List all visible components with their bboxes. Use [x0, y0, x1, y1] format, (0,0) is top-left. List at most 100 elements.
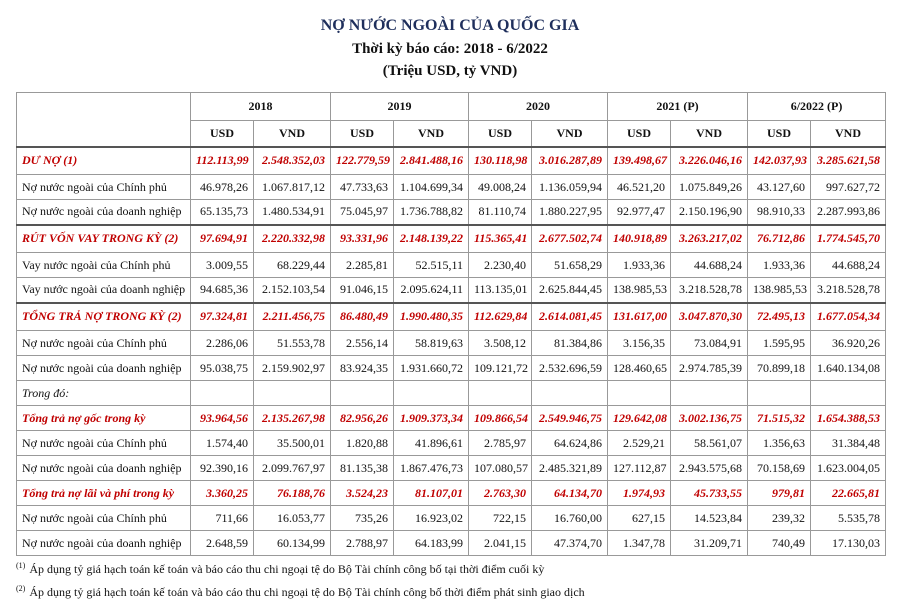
row-label: Nợ nước ngoài của doanh nghiệp — [16, 199, 191, 225]
row-label: Nợ nước ngoài của doanh nghiệp — [16, 530, 191, 556]
value-cell: 112.629,84 — [468, 301, 532, 331]
header-row: 2018 2019 2020 2021 (P) 6/2022 (P) — [16, 92, 887, 147]
value-cell: 17.130,03 — [810, 530, 887, 556]
value-cell: 52.515,11 — [393, 252, 469, 278]
row-label: RÚT VỐN VAY TRONG KỲ (2) — [16, 223, 191, 253]
unit-header: USD — [190, 120, 254, 147]
value-cell: 3.002.136,75 — [669, 405, 749, 431]
value-cell: 2.677.502,74 — [531, 223, 608, 253]
value-cell: 140.918,89 — [607, 223, 671, 253]
title: NỢ NƯỚC NGOÀI CỦA QUỐC GIA — [320, 17, 580, 34]
table-row: TỔNG TRẢ NỢ TRONG KỲ (2) 97.324,81 2.211.4… — [16, 301, 887, 331]
value-cell: 47.733,63 — [330, 174, 394, 200]
value-cell: 127.112,87 — [607, 455, 671, 481]
table-row: Nợ nước ngoài của doanh nghiệp 65.135,73 1… — [16, 199, 887, 225]
value-cell: 31.384,48 — [810, 430, 887, 456]
value-cell: 2.943.575,68 — [669, 455, 749, 481]
value-cell: 1.990.480,35 — [393, 301, 469, 331]
value-cell: 3.263.217,02 — [669, 223, 749, 253]
value-cell: 2.152.103,54 — [253, 277, 331, 303]
value-cell: 97.694,91 — [190, 223, 254, 253]
value-cell: 1.623.004,05 — [810, 455, 887, 481]
value-cell: 131.617,00 — [607, 301, 671, 331]
value-cell: 1.774.545,70 — [810, 223, 887, 253]
subtitle: Thời kỳ báo cáo: 2018 - 6/2022 — [352, 41, 548, 57]
value-cell: 1.867.476,73 — [393, 455, 469, 481]
value-cell: 997.627,72 — [810, 174, 887, 200]
row-label: Nợ nước ngoài của doanh nghiệp — [16, 355, 191, 381]
value-cell: 2.974.785,39 — [669, 355, 749, 381]
value-cell: 2.159.902,97 — [253, 355, 331, 381]
footnote-text: Áp dụng tỷ giá hạch toán kế toán và báo … — [29, 585, 585, 599]
value-cell: 14.523,84 — [669, 505, 749, 531]
value-cell: 2.763,30 — [468, 480, 532, 506]
value-cell — [330, 380, 394, 406]
value-cell: 91.046,15 — [330, 277, 394, 303]
value-cell: 2.485.321,89 — [531, 455, 608, 481]
row-label: Vay nước ngoài của Chính phủ — [16, 252, 191, 278]
value-cell: 1.480.534,91 — [253, 199, 331, 225]
value-cell: 3.016.287,89 — [531, 145, 608, 175]
table-row: Nợ nước ngoài của Chính phủ 711,66 16.053,… — [16, 505, 887, 531]
value-cell: 1.067.817,12 — [253, 174, 331, 200]
value-cell: 81.107,01 — [393, 480, 469, 506]
value-cell: 711,66 — [190, 505, 254, 531]
value-cell: 1.974,93 — [607, 480, 671, 506]
value-cell: 2.549.946,75 — [531, 405, 608, 431]
value-cell: 44.688,24 — [810, 252, 887, 278]
value-cell: 2.135.267,98 — [253, 405, 331, 431]
footnote-marker: (2) — [16, 584, 26, 593]
value-cell: 86.480,49 — [330, 301, 394, 331]
value-cell: 3.508,12 — [468, 330, 532, 356]
row-label: TỔNG TRẢ NỢ TRONG KỲ (2) — [16, 301, 191, 331]
value-cell: 22.665,81 — [810, 480, 887, 506]
value-cell — [393, 380, 469, 406]
period-header: 6/2022 (P) — [747, 92, 887, 121]
row-label: Nợ nước ngoài của Chính phủ — [16, 505, 191, 531]
value-cell: 2.529,21 — [607, 430, 671, 456]
value-cell: 47.374,70 — [531, 530, 608, 556]
value-cell: 5.535,78 — [810, 505, 887, 531]
value-cell: 71.515,32 — [747, 405, 812, 431]
value-cell: 3.226.046,16 — [669, 145, 749, 175]
value-cell: 109.866,54 — [468, 405, 532, 431]
unit: (Triệu USD, tỷ VND) — [382, 63, 518, 79]
row-label: Nợ nước ngoài của doanh nghiệp — [16, 455, 191, 481]
value-cell: 1.595,95 — [747, 330, 812, 356]
value-cell: 81.135,38 — [330, 455, 394, 481]
value-cell: 1.104.699,34 — [393, 174, 469, 200]
value-cell: 82.956,26 — [330, 405, 394, 431]
value-cell: 2.287.993,86 — [810, 199, 887, 225]
value-cell: 81.384,86 — [531, 330, 608, 356]
value-cell: 138.985,53 — [747, 277, 812, 303]
corner-cell — [16, 92, 191, 147]
unit-header: VND — [393, 120, 469, 147]
period-header: 2018 — [190, 92, 331, 121]
period-header: 2020 — [468, 92, 608, 121]
row-label: Vay nước ngoài của doanh nghiệp — [16, 277, 191, 303]
value-cell: 31.209,71 — [669, 530, 749, 556]
table-row: Vay nước ngoài của Chính phủ 3.009,55 68.2… — [16, 252, 887, 278]
value-cell: 75.045,97 — [330, 199, 394, 225]
value-cell: 1.574,40 — [190, 430, 254, 456]
table-row: Tổng trả nợ gốc trong kỳ 93.964,56 2.135.2… — [16, 405, 887, 431]
table-row: Nợ nước ngoài của Chính phủ 2.286,06 51.55… — [16, 330, 887, 356]
value-cell: 722,15 — [468, 505, 532, 531]
value-cell: 239,32 — [747, 505, 812, 531]
value-cell: 1.931.660,72 — [393, 355, 469, 381]
unit-header: VND — [669, 120, 749, 147]
value-cell: 2.614.081,45 — [531, 301, 608, 331]
table-row: Nợ nước ngoài của Chính phủ 46.978,26 1.06… — [16, 174, 887, 200]
table-row: DƯ NỢ (1) 112.113,99 2.548.352,03 122.779,5… — [16, 145, 887, 175]
value-cell: 98.910,33 — [747, 199, 812, 225]
value-cell: 2.099.767,97 — [253, 455, 331, 481]
value-cell: 1.075.849,26 — [669, 174, 749, 200]
value-cell: 60.134,99 — [253, 530, 331, 556]
value-cell: 93.964,56 — [190, 405, 254, 431]
value-cell: 73.084,91 — [669, 330, 749, 356]
value-cell: 64.183,99 — [393, 530, 469, 556]
value-cell: 81.110,74 — [468, 199, 532, 225]
value-cell: 49.008,24 — [468, 174, 532, 200]
value-cell: 115.365,41 — [468, 223, 532, 253]
value-cell: 97.324,81 — [190, 301, 254, 331]
